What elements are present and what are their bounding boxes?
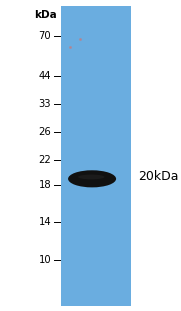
Ellipse shape xyxy=(78,174,104,179)
Text: 18: 18 xyxy=(39,180,51,190)
Text: 33: 33 xyxy=(39,99,51,109)
Text: kDa: kDa xyxy=(34,10,57,20)
Text: 44: 44 xyxy=(39,71,51,81)
Ellipse shape xyxy=(68,170,116,187)
Bar xyxy=(61,6,131,306)
Text: 10: 10 xyxy=(39,255,51,265)
Text: 14: 14 xyxy=(39,217,51,227)
Text: 26: 26 xyxy=(39,127,51,137)
Text: 22: 22 xyxy=(39,155,51,165)
Text: 20kDa: 20kDa xyxy=(138,170,178,183)
Text: 70: 70 xyxy=(39,31,51,41)
